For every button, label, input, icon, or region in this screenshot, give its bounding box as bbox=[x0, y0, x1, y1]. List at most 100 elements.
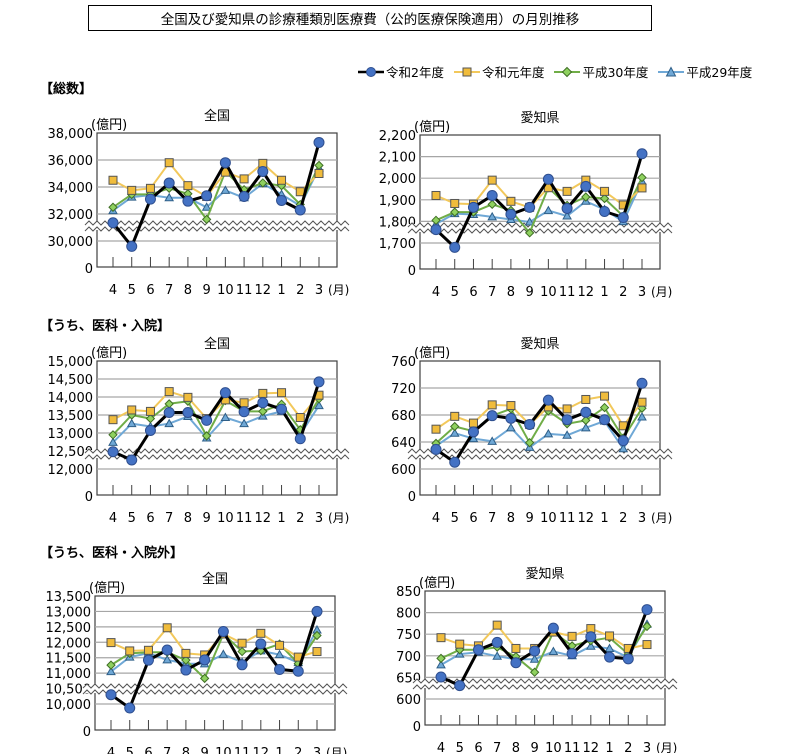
axis-break-band bbox=[83, 685, 347, 693]
data-point-h29 bbox=[543, 205, 554, 215]
data-point-h29 bbox=[162, 654, 173, 664]
legend-marker-circle-icon bbox=[358, 66, 384, 77]
x-tick-label: 5 bbox=[126, 746, 134, 754]
axis-break-wave bbox=[82, 683, 348, 689]
data-point-r2 bbox=[292, 665, 304, 677]
data-point-h30 bbox=[145, 413, 156, 424]
x-tick-label: 4 bbox=[432, 285, 440, 300]
x-tick-label: 8 bbox=[182, 746, 190, 754]
data-point-r2 bbox=[217, 625, 229, 637]
data-point-h30 bbox=[108, 202, 118, 212]
axis-break-wave bbox=[407, 454, 673, 460]
data-point-r1 bbox=[600, 391, 610, 401]
axis-break-wave bbox=[84, 220, 350, 226]
data-point-h29 bbox=[201, 202, 212, 211]
data-point-r2 bbox=[524, 418, 536, 430]
data-point-h29 bbox=[637, 412, 647, 421]
data-point-r1 bbox=[183, 392, 193, 402]
data-point-h30 bbox=[201, 214, 212, 225]
y-tick-label-zero: 0 bbox=[83, 725, 91, 740]
x-tick-label: 3 bbox=[638, 511, 646, 526]
x-unit-label: (月) bbox=[328, 283, 349, 297]
data-point-r1 bbox=[511, 643, 521, 653]
y-tick-label-zero: 0 bbox=[413, 720, 421, 735]
data-point-r2 bbox=[238, 190, 250, 202]
data-point-r2 bbox=[144, 193, 156, 205]
x-tick-label: 11 bbox=[559, 511, 576, 526]
y-tick-label: 13,000 bbox=[48, 427, 94, 442]
data-point-r1 bbox=[637, 397, 647, 407]
data-point-r2 bbox=[566, 648, 578, 660]
axis-break-wave bbox=[407, 448, 673, 454]
data-point-h29 bbox=[506, 422, 516, 432]
data-point-r2 bbox=[294, 204, 306, 216]
x-tick-label: 7 bbox=[488, 511, 496, 526]
y-tick-label: 1,700 bbox=[379, 237, 416, 252]
x-unit-label: (月) bbox=[651, 511, 672, 525]
x-tick-label: 2 bbox=[624, 741, 632, 753]
data-point-r2 bbox=[641, 604, 653, 616]
data-point-r1 bbox=[183, 181, 193, 191]
data-point-h30 bbox=[181, 655, 191, 665]
x-tick-label: 3 bbox=[315, 283, 323, 298]
x-tick-label: 3 bbox=[643, 741, 651, 753]
x-tick-label: 8 bbox=[512, 741, 520, 753]
data-point-h30 bbox=[450, 207, 460, 217]
data-point-r2 bbox=[163, 177, 175, 189]
data-point-r2 bbox=[107, 446, 119, 458]
data-point-r1 bbox=[487, 400, 497, 410]
data-point-r1 bbox=[637, 183, 647, 193]
x-tick-label: 1 bbox=[277, 511, 285, 526]
data-point-h29 bbox=[580, 422, 591, 432]
data-point-r2 bbox=[580, 406, 592, 418]
data-point-r1 bbox=[108, 415, 118, 425]
x-tick-label: 4 bbox=[109, 511, 117, 526]
data-point-h30 bbox=[237, 646, 247, 657]
data-point-h30 bbox=[106, 660, 116, 670]
data-point-h29 bbox=[548, 646, 559, 655]
axis-break-wave bbox=[412, 678, 678, 684]
data-point-r1 bbox=[256, 628, 266, 638]
data-point-r2 bbox=[467, 201, 479, 213]
x-tick-label: 6 bbox=[474, 741, 482, 753]
x-unit-label: (月) bbox=[651, 285, 672, 299]
data-point-r1 bbox=[239, 174, 249, 184]
data-point-r2 bbox=[467, 426, 479, 438]
y-tick-label: 1,800 bbox=[379, 215, 416, 230]
data-point-r1 bbox=[106, 638, 116, 648]
y-tick-label: 11,500 bbox=[46, 652, 92, 667]
data-point-r1 bbox=[605, 631, 615, 641]
x-tick-label: 11 bbox=[236, 511, 253, 526]
axis-break-band bbox=[408, 450, 672, 458]
data-point-r2 bbox=[161, 644, 173, 656]
data-point-h29 bbox=[487, 436, 498, 445]
x-tick-label: 3 bbox=[313, 746, 321, 754]
data-point-h29 bbox=[314, 400, 324, 410]
data-point-r2 bbox=[430, 443, 442, 455]
data-point-r2 bbox=[236, 659, 248, 671]
data-point-r2 bbox=[547, 622, 559, 634]
x-tick-label: 2 bbox=[619, 511, 627, 526]
legend-item-h30: 平成30年度 bbox=[554, 62, 648, 81]
data-point-r1 bbox=[277, 388, 287, 398]
data-point-h29 bbox=[274, 649, 285, 659]
data-point-r2 bbox=[505, 208, 517, 220]
data-point-h29 bbox=[220, 412, 231, 422]
axis-break-band bbox=[85, 450, 349, 458]
axis-break-band bbox=[408, 224, 672, 232]
data-point-r2 bbox=[182, 406, 194, 418]
data-point-h30 bbox=[524, 228, 535, 238]
data-point-r2 bbox=[472, 644, 484, 656]
x-tick-label: 9 bbox=[200, 746, 208, 754]
axis-break-band bbox=[413, 680, 677, 688]
y-tick-label-zero: 0 bbox=[85, 262, 93, 277]
x-tick-label: 10 bbox=[540, 511, 557, 526]
x-tick-label: 7 bbox=[493, 741, 501, 753]
y-tick-label: 12,000 bbox=[46, 636, 92, 651]
data-point-r2 bbox=[311, 605, 323, 617]
x-tick-label: 5 bbox=[128, 511, 136, 526]
legend-marker-diamond-icon bbox=[554, 66, 581, 77]
x-tick-label: 4 bbox=[437, 741, 445, 753]
legend-item-r2: 令和2年度 bbox=[358, 62, 444, 81]
